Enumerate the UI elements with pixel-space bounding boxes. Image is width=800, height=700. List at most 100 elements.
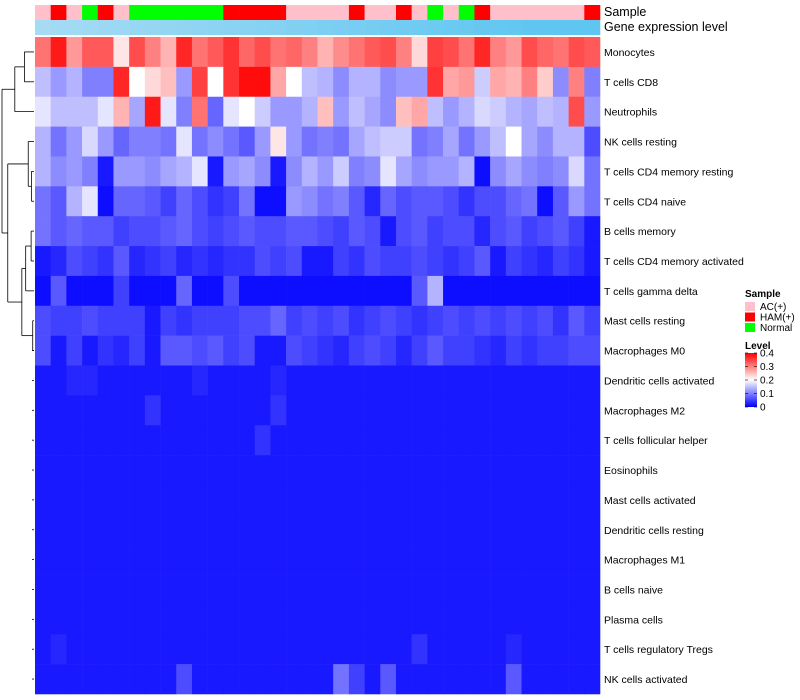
heatmap-cell <box>490 514 507 545</box>
heatmap-cell <box>113 425 130 456</box>
sample-annotation-cell <box>35 5 51 20</box>
heatmap-cell <box>380 335 397 366</box>
heatmap-cell <box>364 156 381 187</box>
heatmap-cell <box>584 96 601 127</box>
heatmap-cell <box>552 365 569 396</box>
heatmap-cell <box>537 156 554 187</box>
gene-annotation-cell <box>35 20 51 35</box>
sample-annotation-cell <box>160 5 177 20</box>
heatmap-cell <box>427 634 444 665</box>
heatmap-cell <box>239 126 256 157</box>
heatmap-cell <box>380 246 397 277</box>
heatmap-cell <box>505 664 522 695</box>
heatmap-cell <box>584 66 601 98</box>
heatmap-cell <box>521 66 538 98</box>
heatmap-cell <box>568 37 585 68</box>
heatmap-cell <box>505 484 522 516</box>
heatmap-cell <box>537 664 554 695</box>
heatmap-cell <box>443 275 460 307</box>
heatmap-cell <box>584 216 601 247</box>
heatmap-cell <box>129 634 146 665</box>
heatmap-cell <box>380 484 397 516</box>
heatmap-cell <box>443 365 460 396</box>
heatmap-cell <box>380 156 397 187</box>
heatmap-cell <box>50 66 67 98</box>
heatmap-cell <box>191 395 208 426</box>
heatmap-cell <box>458 246 475 277</box>
heatmap-cell <box>490 246 507 277</box>
gene-annotation-cell <box>521 20 538 35</box>
heatmap-cell <box>348 156 365 187</box>
heatmap-cell <box>301 37 318 68</box>
heatmap-cell <box>395 365 412 396</box>
heatmap-cell <box>552 664 569 695</box>
heatmap-cell <box>364 425 381 456</box>
heatmap-cell <box>286 365 303 396</box>
heatmap-cell <box>521 484 538 516</box>
heatmap-cell <box>35 425 51 456</box>
heatmap-cell <box>380 96 397 127</box>
heatmap-cell <box>427 514 444 545</box>
heatmap-cell <box>443 246 460 277</box>
heatmap-cell <box>129 544 146 575</box>
heatmap-cell <box>521 664 538 695</box>
gene-annotation-cell <box>395 20 412 35</box>
heatmap-cell <box>364 664 381 695</box>
heatmap-cell <box>176 275 193 307</box>
heatmap-cell <box>50 455 67 486</box>
heatmap-cell <box>521 96 538 127</box>
heatmap-cell <box>552 574 569 605</box>
heatmap-cell <box>348 275 365 307</box>
heatmap-cell <box>286 574 303 605</box>
heatmap-cell <box>66 216 83 247</box>
heatmap-cell <box>50 425 67 456</box>
heatmap-cell <box>301 544 318 575</box>
heatmap-cell <box>427 604 444 635</box>
heatmap-cell <box>66 96 83 127</box>
heatmap-cell <box>207 246 224 277</box>
heatmap-cell <box>458 425 475 456</box>
heatmap-cell <box>223 37 240 68</box>
heatmap-cell <box>286 634 303 665</box>
heatmap-cell <box>129 484 146 516</box>
heatmap-cell <box>380 305 397 336</box>
heatmap-cell <box>35 335 51 366</box>
sample-annotation-cell <box>223 5 240 20</box>
heatmap-cell <box>395 246 412 277</box>
heatmap-cell <box>458 664 475 695</box>
heatmap-cell <box>568 395 585 426</box>
sample-legend-title: Sample <box>745 289 781 300</box>
heatmap-cell <box>490 425 507 456</box>
heatmap-cell <box>50 634 67 665</box>
heatmap-cell <box>129 96 146 127</box>
heatmap-cell <box>254 126 271 157</box>
heatmap-cell <box>97 186 114 217</box>
heatmap-cell <box>144 484 161 516</box>
heatmap-cell <box>364 305 381 336</box>
heatmap-cell <box>552 156 569 187</box>
heatmap-cell <box>395 305 412 336</box>
heatmap-cell <box>537 96 554 127</box>
heatmap-cell <box>411 395 428 426</box>
heatmap-cell <box>490 335 507 366</box>
heatmap-cell <box>207 335 224 366</box>
heatmap-cell <box>254 514 271 545</box>
heatmap-cell <box>474 96 491 127</box>
heatmap-cell <box>129 365 146 396</box>
heatmap-cell <box>82 216 99 247</box>
heatmap-cell <box>537 544 554 575</box>
heatmap-cell <box>568 305 585 336</box>
level-tick-label: 0.3 <box>760 362 774 373</box>
heatmap-cell <box>113 246 130 277</box>
heatmap-cell <box>348 246 365 277</box>
sample-annotation-cell <box>333 5 350 20</box>
gene-annotation-cell <box>505 20 522 35</box>
heatmap-cell <box>364 604 381 635</box>
heatmap-cell <box>223 514 240 545</box>
heatmap-cell <box>160 484 177 516</box>
heatmap-cell <box>552 186 569 217</box>
heatmap-cell <box>223 305 240 336</box>
sample-annotation-cell <box>66 5 83 20</box>
heatmap-cell <box>239 275 256 307</box>
heatmap-cell <box>490 484 507 516</box>
